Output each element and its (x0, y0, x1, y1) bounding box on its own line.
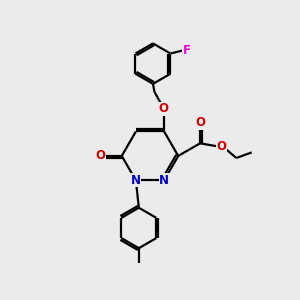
Text: O: O (158, 102, 169, 115)
Text: O: O (195, 116, 205, 129)
Text: O: O (217, 140, 227, 153)
Text: N: N (159, 174, 169, 187)
Text: N: N (131, 174, 141, 187)
Text: O: O (95, 149, 105, 162)
Text: F: F (183, 44, 191, 57)
